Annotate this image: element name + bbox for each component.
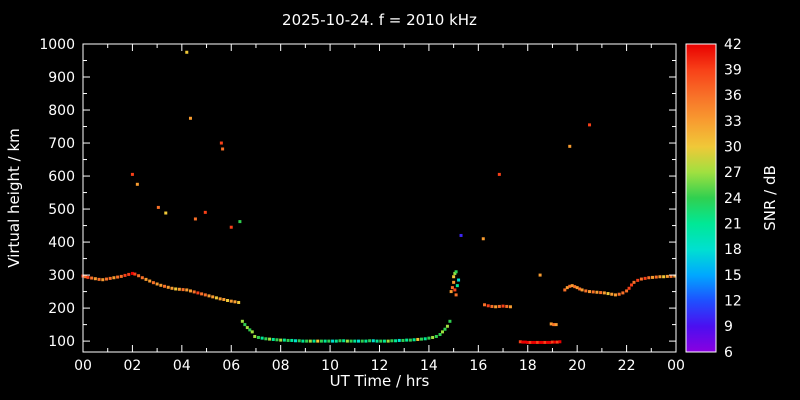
y-tick-label: 800 (48, 103, 75, 119)
plot-frame (82, 43, 677, 353)
x-tick-label: 14 (420, 358, 438, 374)
colorbar-tick-label: 9 (724, 319, 733, 335)
colorbar-tick-label: 39 (724, 63, 742, 79)
colorbar-tick-label: 12 (724, 294, 742, 310)
colorbar-tick-label: 42 (724, 37, 742, 53)
y-tick-label: 700 (48, 136, 75, 152)
y-tick-label: 100 (48, 334, 75, 350)
y-tick-label: 1000 (39, 37, 75, 53)
x-tick-label: 02 (124, 358, 142, 374)
y-tick-label: 200 (48, 301, 75, 317)
colorbar (686, 44, 716, 352)
colorbar-tick-label: 18 (724, 242, 742, 258)
scatter-points (81, 50, 677, 344)
y-tick-label: 600 (48, 169, 75, 185)
x-tick-label: 00 (667, 358, 685, 374)
chart-title: 2025-10-24. f = 2010 kHz (282, 11, 477, 29)
y-tick-label: 500 (48, 202, 75, 218)
axis-ticks (82, 43, 677, 352)
x-tick-label: 00 (74, 358, 92, 374)
x-tick-label: 08 (272, 358, 290, 374)
x-tick-label: 12 (371, 358, 389, 374)
x-tick-label: 06 (222, 358, 240, 374)
y-tick-label: 900 (48, 70, 75, 86)
x-tick-label: 04 (173, 358, 191, 374)
colorbar-tick-label: 30 (724, 140, 742, 156)
colorbar-tick-label: 6 (724, 345, 733, 361)
colorbar-frame (685, 43, 717, 353)
y-tick-label: 300 (48, 268, 75, 284)
colorbar-tick-label: 33 (724, 114, 742, 130)
x-axis-label: UT Time / hrs (329, 372, 430, 390)
x-tick-label: 22 (618, 358, 636, 374)
colorbar-tick-label: 15 (724, 268, 742, 284)
x-tick-label: 16 (469, 358, 487, 374)
y-tick-label: 400 (48, 235, 75, 251)
colorbar-tick-label: 27 (724, 165, 742, 181)
y-axis-label: Virtual height / km (5, 128, 23, 268)
colorbar-label: SNR / dB (761, 165, 779, 231)
x-tick-label: 18 (519, 358, 537, 374)
tick-labels: 00 02 04 06 08 10 12 14 16 18 20 22 00 100 200 300 400 50… (39, 37, 742, 374)
x-tick-label: 10 (321, 358, 339, 374)
colorbar-tick-label: 21 (724, 217, 742, 233)
colorbar-tick-label: 24 (724, 191, 742, 207)
colorbar-tick-label: 36 (724, 88, 742, 104)
x-tick-label: 20 (568, 358, 586, 374)
